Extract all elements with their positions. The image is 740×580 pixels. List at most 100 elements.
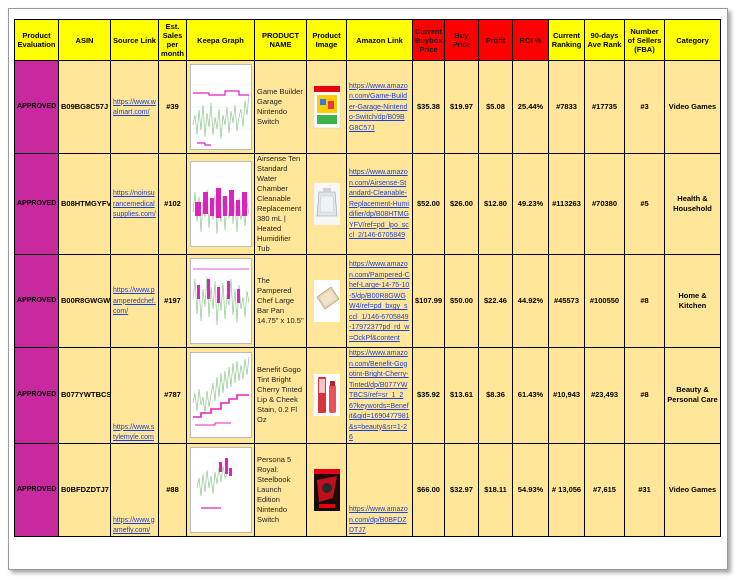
category: Video Games: [664, 60, 721, 154]
profit-value: $22.46: [478, 254, 513, 348]
current-ranking: #7833: [548, 60, 585, 154]
source-link[interactable]: https://www.walmart.com/: [113, 98, 156, 117]
product-name: Persona 5 Royal: Steelbook Launch Editio…: [254, 442, 307, 537]
buybox-price: $66.00: [412, 442, 445, 537]
amazon-link-cell: https://www.amazon.com/Game-Builder-Gara…: [346, 60, 413, 154]
keepa-graph-cell: [186, 347, 255, 444]
product-image-cell: [306, 254, 347, 348]
source-link-cell: https://www.stylemyle.com: [110, 347, 159, 444]
buybox-price: $107.99: [412, 254, 445, 348]
buy-price: $50.00: [444, 254, 479, 348]
header-image: Product Image: [306, 19, 347, 61]
profit-value: $18.11: [478, 442, 513, 537]
table-row: APPROVED B08HTMGYFV https://noinsurancem…: [14, 153, 721, 255]
roi-value: 44.92%: [512, 254, 549, 348]
seller-count: #5: [624, 153, 665, 255]
header-amazon: Amazon Link: [346, 19, 413, 61]
eval-badge: APPROVED: [14, 254, 59, 348]
product-name: Benefit Gogo Tint Bright Cherry Tinted L…: [254, 347, 307, 444]
asin-cell: B08HTMGYFV: [58, 153, 111, 255]
amazon-link-cell: https://www.amazon.com/dp/B0BFDZDTJ7: [346, 442, 413, 537]
current-ranking: #45573: [548, 254, 585, 348]
buybox-price: $35.92: [412, 347, 445, 444]
amazon-link-cell: https://www.amazon.com/Pampered-Chef-Lar…: [346, 254, 413, 348]
seller-count: #8: [624, 347, 665, 444]
eval-badge: APPROVED: [14, 60, 59, 154]
source-link-cell: https://www.pamperedchef.com/: [110, 254, 159, 348]
sales-cell: #787: [158, 347, 187, 444]
source-link-cell: https://noinsurancemedicalsupplies.com/: [110, 153, 159, 255]
source-link[interactable]: https://www.stylemyle.com: [113, 423, 155, 442]
buy-price: $26.00: [444, 153, 479, 255]
header-row: Product Evaluation ASIN Source Link Est.…: [14, 19, 721, 61]
eval-badge: APPROVED: [14, 347, 59, 444]
header-rank: Current Ranking: [548, 19, 585, 61]
sales-cell: #88: [158, 442, 187, 537]
seller-count: #8: [624, 254, 665, 348]
current-ranking: #10,943: [548, 347, 585, 444]
header-buybox: Current Buybox Price: [412, 19, 445, 61]
profit-value: $5.08: [478, 60, 513, 154]
roi-value: 49.23%: [512, 153, 549, 255]
avg-rank: #70380: [584, 153, 625, 255]
source-link[interactable]: https://www.pamperedchef.com/: [113, 287, 156, 316]
source-link[interactable]: https://noinsurancemedicalsupplies.com/: [113, 190, 156, 219]
product-name: Airsense Ten Standard Water Chamber Clea…: [254, 153, 307, 255]
sales-cell: #197: [158, 254, 187, 348]
eval-badge: APPROVED: [14, 153, 59, 255]
header-name: PRODUCT NAME: [254, 19, 307, 61]
buy-price: $19.97: [444, 60, 479, 154]
product-image-cell: [306, 153, 347, 255]
keepa-graph-cell: [186, 442, 255, 537]
header-eval: Product Evaluation: [14, 19, 59, 61]
roi-value: 54.93%: [512, 442, 549, 537]
header-profit: Profit: [478, 19, 513, 61]
header-sellers: Number of Sellers (FBA): [624, 19, 665, 61]
lip-tint-bottle-icon: [313, 374, 340, 417]
buybox-price: $35.38: [412, 60, 445, 154]
buy-price: $13.61: [444, 347, 479, 444]
buy-price: $32.97: [444, 442, 479, 537]
seller-count: #3: [624, 60, 665, 154]
roi-value: 61.43%: [512, 347, 549, 444]
current-ranking: #113263: [548, 153, 585, 255]
amazon-link[interactable]: https://www.amazon.com/dp/B0BFDZDTJ7: [349, 506, 408, 534]
table-row: APPROVED B0BFDZDTJ7 https://www.gamefly.…: [14, 442, 721, 537]
keepa-graph: [189, 258, 252, 344]
keepa-graph: [189, 352, 252, 439]
keepa-graph-cell: [186, 60, 255, 154]
category: Home & Kitchen: [664, 254, 721, 348]
product-image-cell: [306, 60, 347, 154]
amazon-link[interactable]: https://www.amazon.com/Benefit-Gogotint-…: [349, 350, 410, 441]
game-builder-garage-box-icon: [313, 85, 340, 129]
product-name: The Pampered Chef Large Bar Pan 14.75" x…: [254, 254, 307, 348]
current-ranking: # 13,056: [548, 442, 585, 537]
bar-pan-icon: [313, 280, 340, 322]
sales-cell: #102: [158, 153, 187, 255]
seller-count: #31: [624, 442, 665, 537]
header-buy: Buy Price: [444, 19, 479, 61]
profit-value: $8.36: [478, 347, 513, 444]
amazon-link[interactable]: https://www.amazon.com/Airsense-Standard…: [349, 169, 409, 240]
roi-value: 25.44%: [512, 60, 549, 154]
asin-cell: B09BG8C57J: [58, 60, 111, 154]
table-row: APPROVED B077YWTBCS https://www.stylemyl…: [14, 347, 721, 444]
table-row: APPROVED B00R8GWGW4 https://www.pampered…: [14, 254, 721, 348]
product-name: Game Builder Garage Nintendo Switch: [254, 60, 307, 154]
water-chamber-icon: [313, 183, 340, 225]
header-keepa: Keepa Graph: [186, 19, 255, 61]
keepa-graph-cell: [186, 254, 255, 348]
asin-cell: B0BFDZDTJ7: [58, 442, 111, 537]
keepa-graph: [189, 446, 252, 533]
header-sales: Est. Sales per month: [158, 19, 187, 61]
amazon-link-cell: https://www.amazon.com/Benefit-Gogotint-…: [346, 347, 413, 444]
amazon-link[interactable]: https://www.amazon.com/Pampered-Chef-Lar…: [349, 261, 410, 342]
header-source: Source Link: [110, 19, 159, 61]
avg-rank: #7,615: [584, 442, 625, 537]
category: Video Games: [664, 442, 721, 537]
source-link[interactable]: https://www.gamefly.com/: [113, 516, 155, 535]
category: Health & Household: [664, 153, 721, 255]
amazon-link[interactable]: https://www.amazon.com/Game-Builder-Gara…: [349, 82, 408, 132]
avg-rank: #23,493: [584, 347, 625, 444]
eval-badge: APPROVED: [14, 442, 59, 537]
